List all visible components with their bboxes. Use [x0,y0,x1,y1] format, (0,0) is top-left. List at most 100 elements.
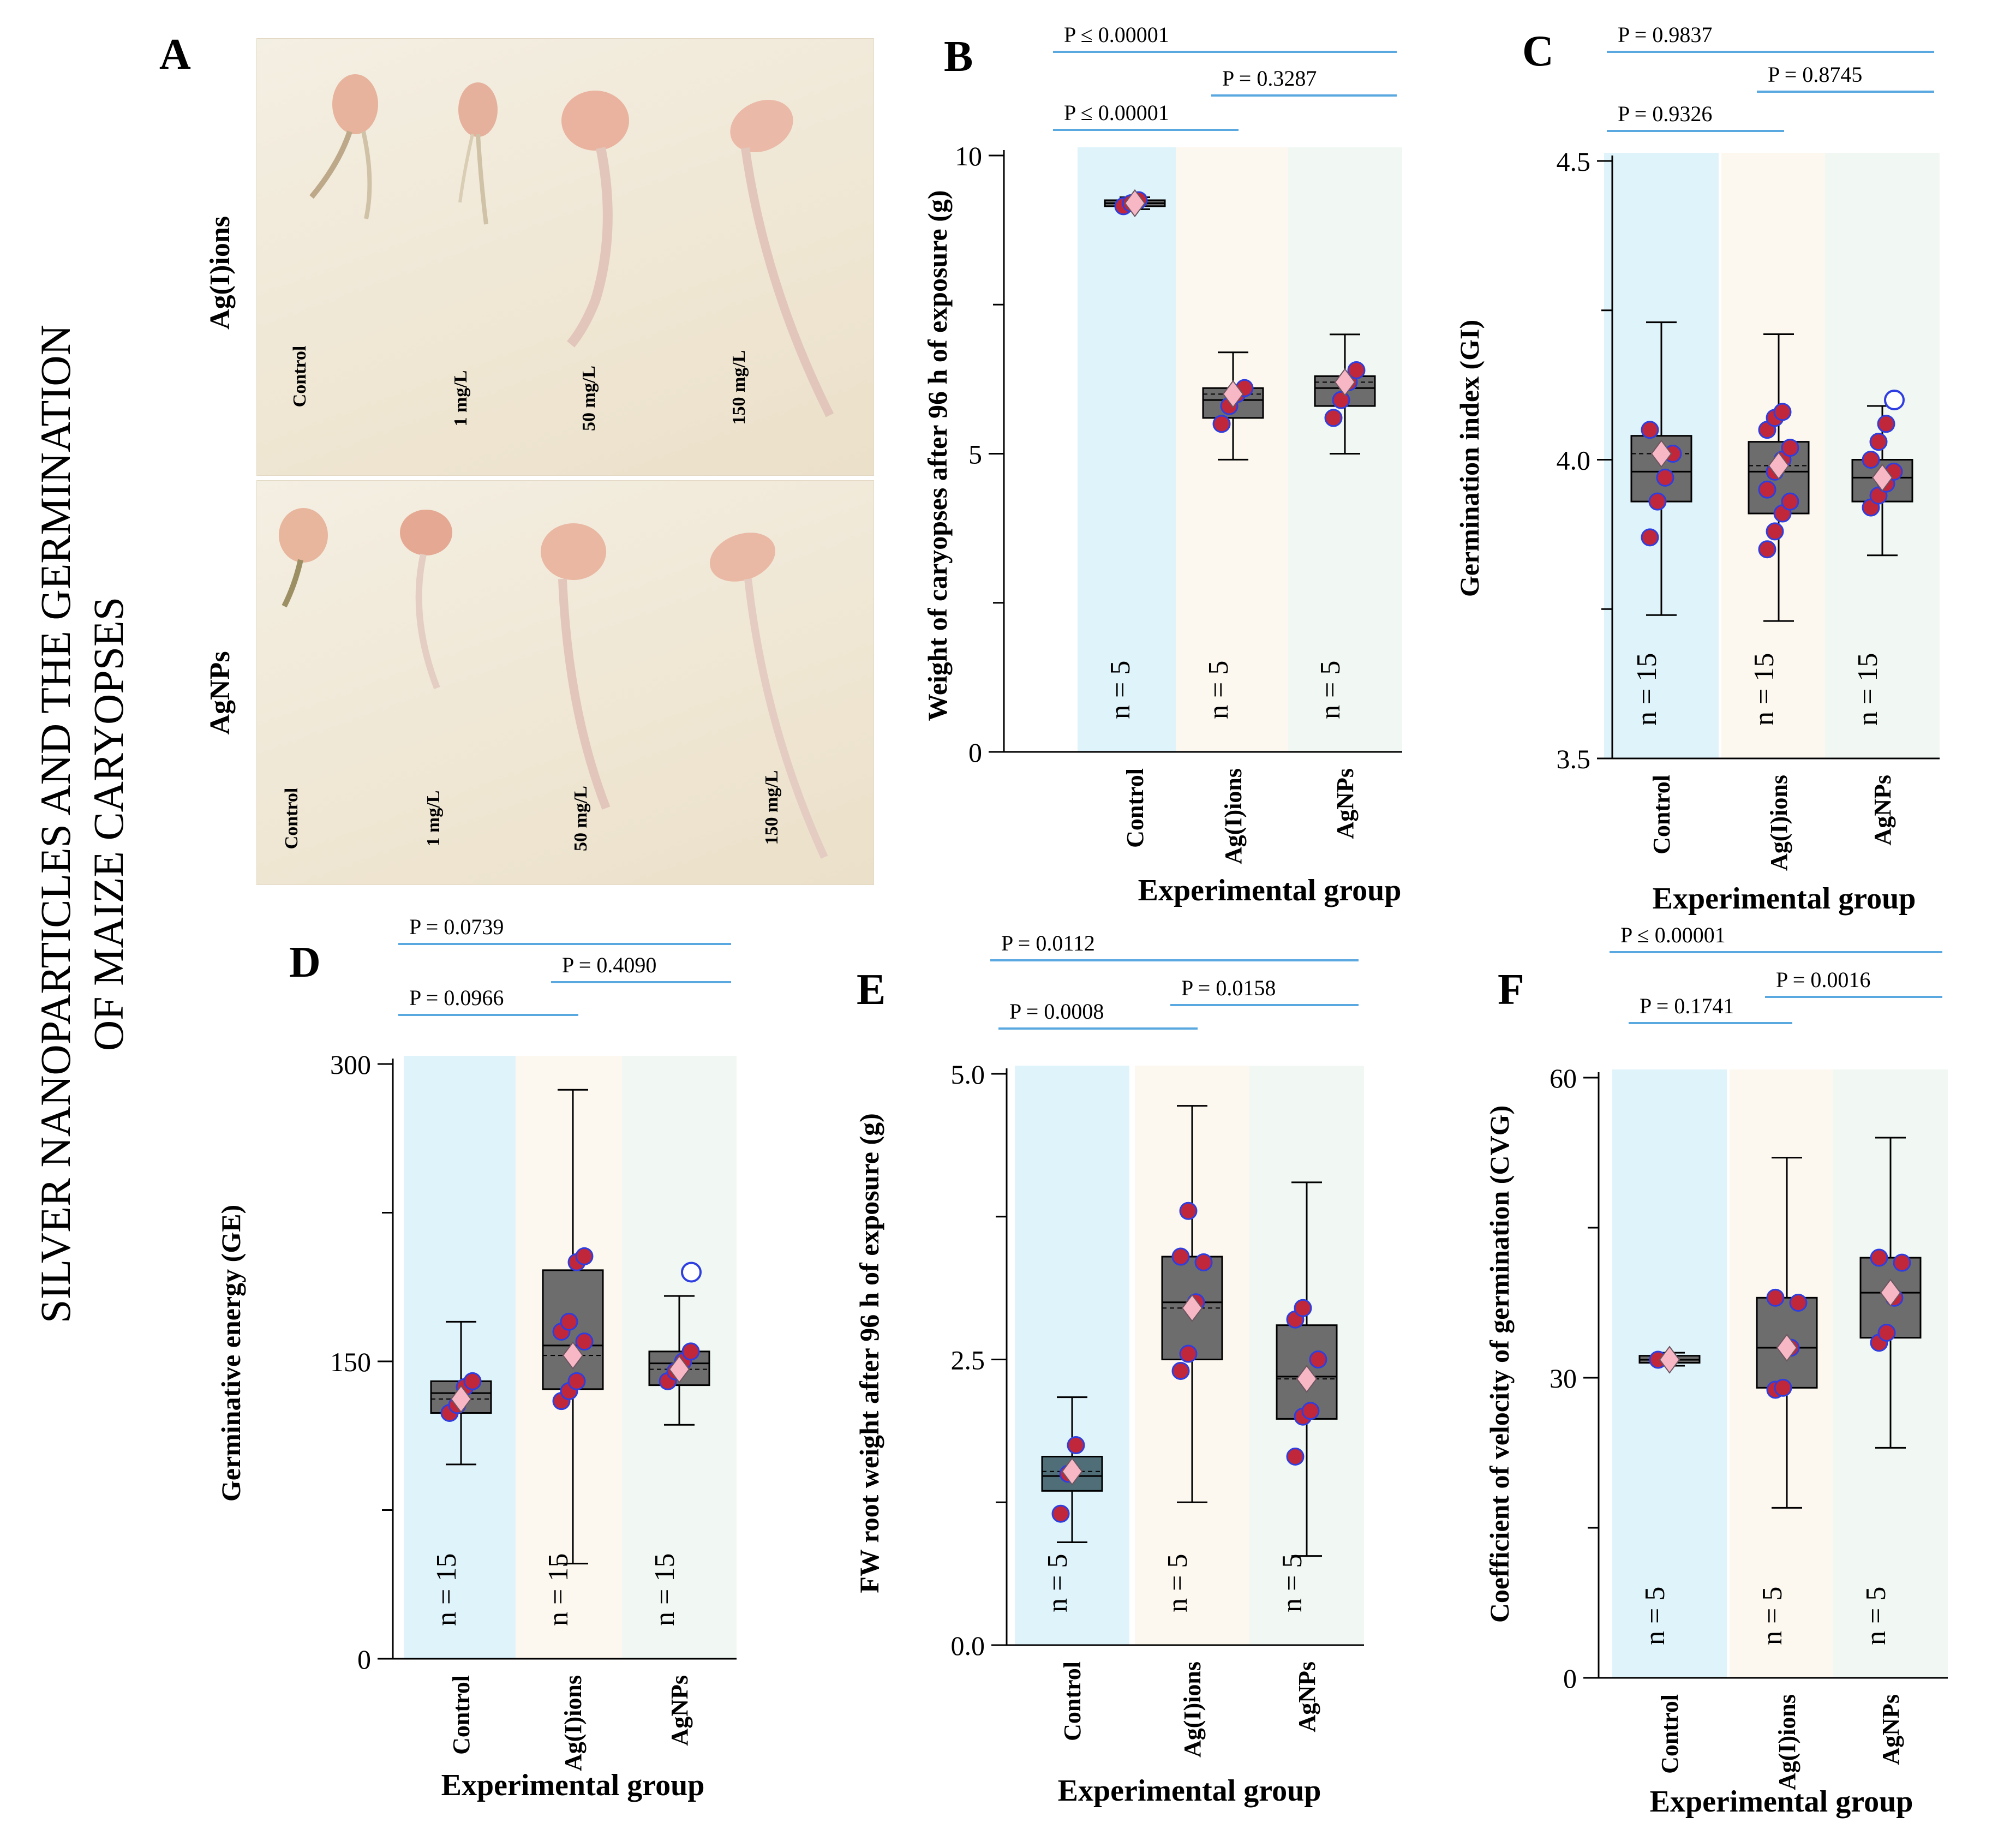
photo-agnps [256,480,874,885]
x-axis-label: Experimental group [1653,882,1916,916]
p-value-label: P = 0.0158 [1181,976,1276,1000]
data-point [1648,492,1667,511]
data-point [1766,522,1784,541]
panel-f: F 0 30 60 n = 5 Control n = 5 Ag(I)ions n = 5 AgN… [1484,923,1948,1819]
y-tick-label: 5.0 [951,1059,985,1090]
y-axis-label: Germinative energy (GE) [216,1205,246,1502]
mean-marker [1061,1457,1083,1486]
data-point [1641,421,1659,439]
data-point [1781,439,1799,457]
category-label: AgNPs [666,1675,693,1746]
seed-icon [279,508,328,563]
mean-marker [450,1385,472,1413]
data-point [681,1342,700,1361]
y-tick-label: 10 [955,141,982,171]
p-value-label: P = 0.0016 [1776,967,1870,992]
data-point [575,1332,594,1351]
p-value-label: P = 0.0966 [409,985,504,1010]
n-label: n = 15 [1631,653,1662,726]
seed-icon [541,523,606,580]
group-band [1078,147,1192,752]
data-point [1286,1447,1305,1466]
mean-marker [1334,368,1356,397]
data-point [1179,1344,1198,1363]
data-point [1870,1248,1888,1267]
mean-marker [1776,1334,1798,1362]
data-point [1171,1361,1190,1380]
p-value-label: P = 0.9326 [1618,101,1712,126]
y-tick-label: 150 [330,1347,371,1377]
data-point [1309,1350,1327,1368]
n-label: n = 15 [1852,653,1883,726]
y-tick-label: 5 [968,439,982,470]
p-value-label: P = 0.0112 [1001,931,1095,955]
panel-b: B 0 5 10 n = 5 Control n = 5 Ag(I)ions n = 5 AgNP… [922,22,1402,907]
outlier-point [681,1262,702,1283]
category-label: Ag(I)ions [1220,768,1247,864]
n-label: n = 15 [1749,653,1780,726]
y-tick-label: 2.5 [951,1345,985,1376]
category-label: AgNPs [1294,1661,1320,1732]
n-label: n = 15 [543,1553,574,1626]
mean-marker [1768,451,1790,480]
category-label: Control [1656,1694,1683,1774]
seed-icon [458,82,498,137]
p-value-label: P ≤ 0.00001 [1064,22,1169,47]
data-point [567,1372,586,1390]
outlier-point [1884,390,1905,410]
data-point [560,1312,578,1331]
root-icon [282,559,303,608]
seed-icon [709,533,776,582]
y-tick-label: 0.0 [951,1630,985,1661]
data-point [1212,415,1231,433]
figure-title-line-2: OF MAIZE CARYOPSES [85,597,132,1051]
p-value-label: P ≤ 0.00001 [1620,923,1726,947]
figure-title: SILVER NANOPARTICLES AND THE GERMINATION… [32,325,132,1323]
row-label-agions-text: Ag(I)ions [205,216,236,330]
root-icon [744,578,828,859]
sample-label: 1 mg/L [423,791,444,847]
data-point [1862,451,1880,469]
y-tick-label: 4.5 [1557,146,1591,177]
category-label: Control [1059,1661,1086,1741]
y-axis-label: Germination index (GI) [1454,320,1485,597]
sample-label: 150 mg/L [729,350,749,425]
y-tick-label: 30 [1550,1363,1577,1394]
panel-label: E [857,966,886,1014]
root-icon [567,147,613,348]
category-label: AgNPs [1332,768,1359,839]
root-icon [558,578,611,810]
y-axis-label: FW root weight after 96 h of exposure (g… [854,1113,884,1593]
data-point [1877,415,1895,433]
p-value-label: P = 0.9837 [1618,22,1712,47]
photo-agions [256,38,874,476]
seed-icon [400,510,452,555]
mean-marker [1650,439,1672,468]
data-point [1877,1324,1896,1342]
sample-labels-agnps: Control 1 mg/L 50 mg/L 150 mg/L [282,770,782,851]
panel-e: E 0.0 2.5 5.0 n = 5 Control n = 5 Ag(I)ions n = … [854,931,1364,1808]
mean-marker [1659,1346,1680,1374]
seed-icon [730,99,793,153]
n-label: n = 5 [1315,661,1346,719]
x-axis-label: Experimental group [441,1768,705,1802]
n-label: n = 5 [1640,1587,1671,1645]
mean-marker [1871,463,1893,492]
mean-marker [1222,380,1244,408]
photo-agnps-seedlings [279,508,828,859]
panel-label: B [944,33,973,81]
y-tick-label: 300 [330,1049,371,1080]
n-label: n = 15 [431,1553,462,1626]
row-label-agnps-text: AgNPs [205,651,236,734]
data-point [1641,528,1659,547]
panel-label: D [289,939,321,987]
mean-marker [668,1355,690,1384]
data-point [1758,480,1776,499]
category-label: Ag(I)ions [1774,1694,1800,1790]
data-point [1301,1402,1320,1420]
data-point [1893,1253,1911,1272]
data-point [1179,1202,1198,1220]
x-axis-label: Experimental group [1650,1785,1913,1819]
data-point [1171,1247,1190,1266]
n-label: n = 5 [1277,1554,1308,1612]
